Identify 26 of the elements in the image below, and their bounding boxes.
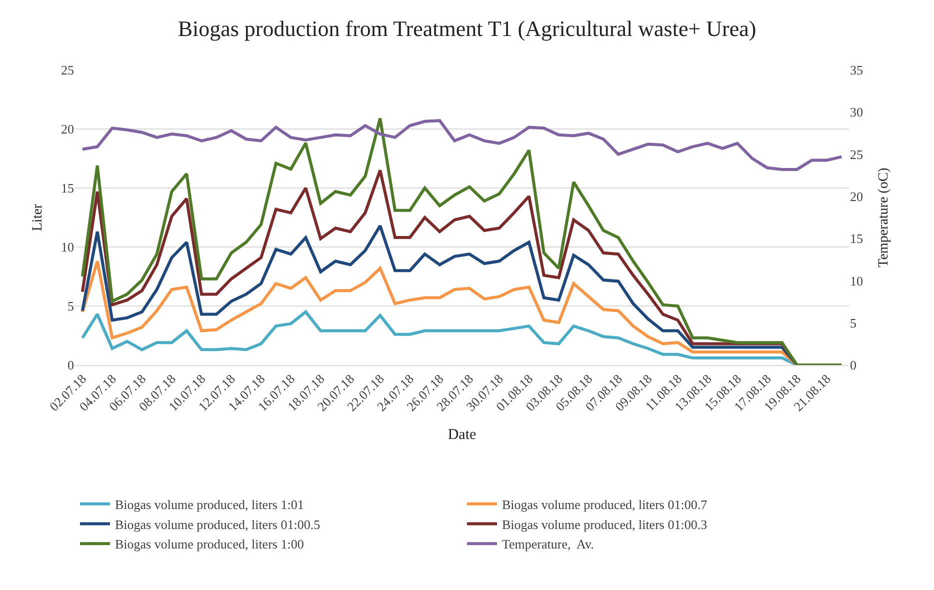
legend-label: Temperature, Av. [502,536,594,552]
y2-tick-label: 15 [850,231,863,246]
y2-tick-label: 35 [850,62,863,78]
y2-tick-label: 20 [850,188,863,204]
y-axis-title: Liter [30,204,46,232]
y2-tick-label: 5 [850,315,856,330]
y-tick-label: 5 [68,298,74,314]
y2-tick-label: 0 [850,358,856,373]
y-tick-label: 25 [61,62,74,78]
legend-label: Biogas volume produced, liters 01:00.5 [115,516,320,532]
legend-label: Biogas volume produced, liters 1:00 [115,536,304,552]
legend-label: Biogas volume produced, liters 1:01 [115,496,304,512]
legend-label: Biogas volume produced, liters 01:00.7 [502,496,708,512]
y-tick-label: 15 [61,180,74,196]
chart-title: Biogas production from Treatment T1 (Agricultural waste+ Urea) [178,16,756,42]
legend-label: Biogas volume produced, liters 01:00.3 [502,516,708,532]
y2-tick-label: 30 [850,104,863,120]
y-tick-label: 10 [61,240,74,255]
y2-tick-label: 10 [850,273,863,288]
y2-tick-label: 25 [850,146,863,162]
y2-axis-title: Temperature (oC) [876,167,892,268]
line-series [80,116,844,365]
y-tick-label: 0 [68,358,74,373]
line-series [80,119,844,171]
x-axis-title: Date [448,426,476,443]
y-tick-label: 20 [61,122,74,137]
